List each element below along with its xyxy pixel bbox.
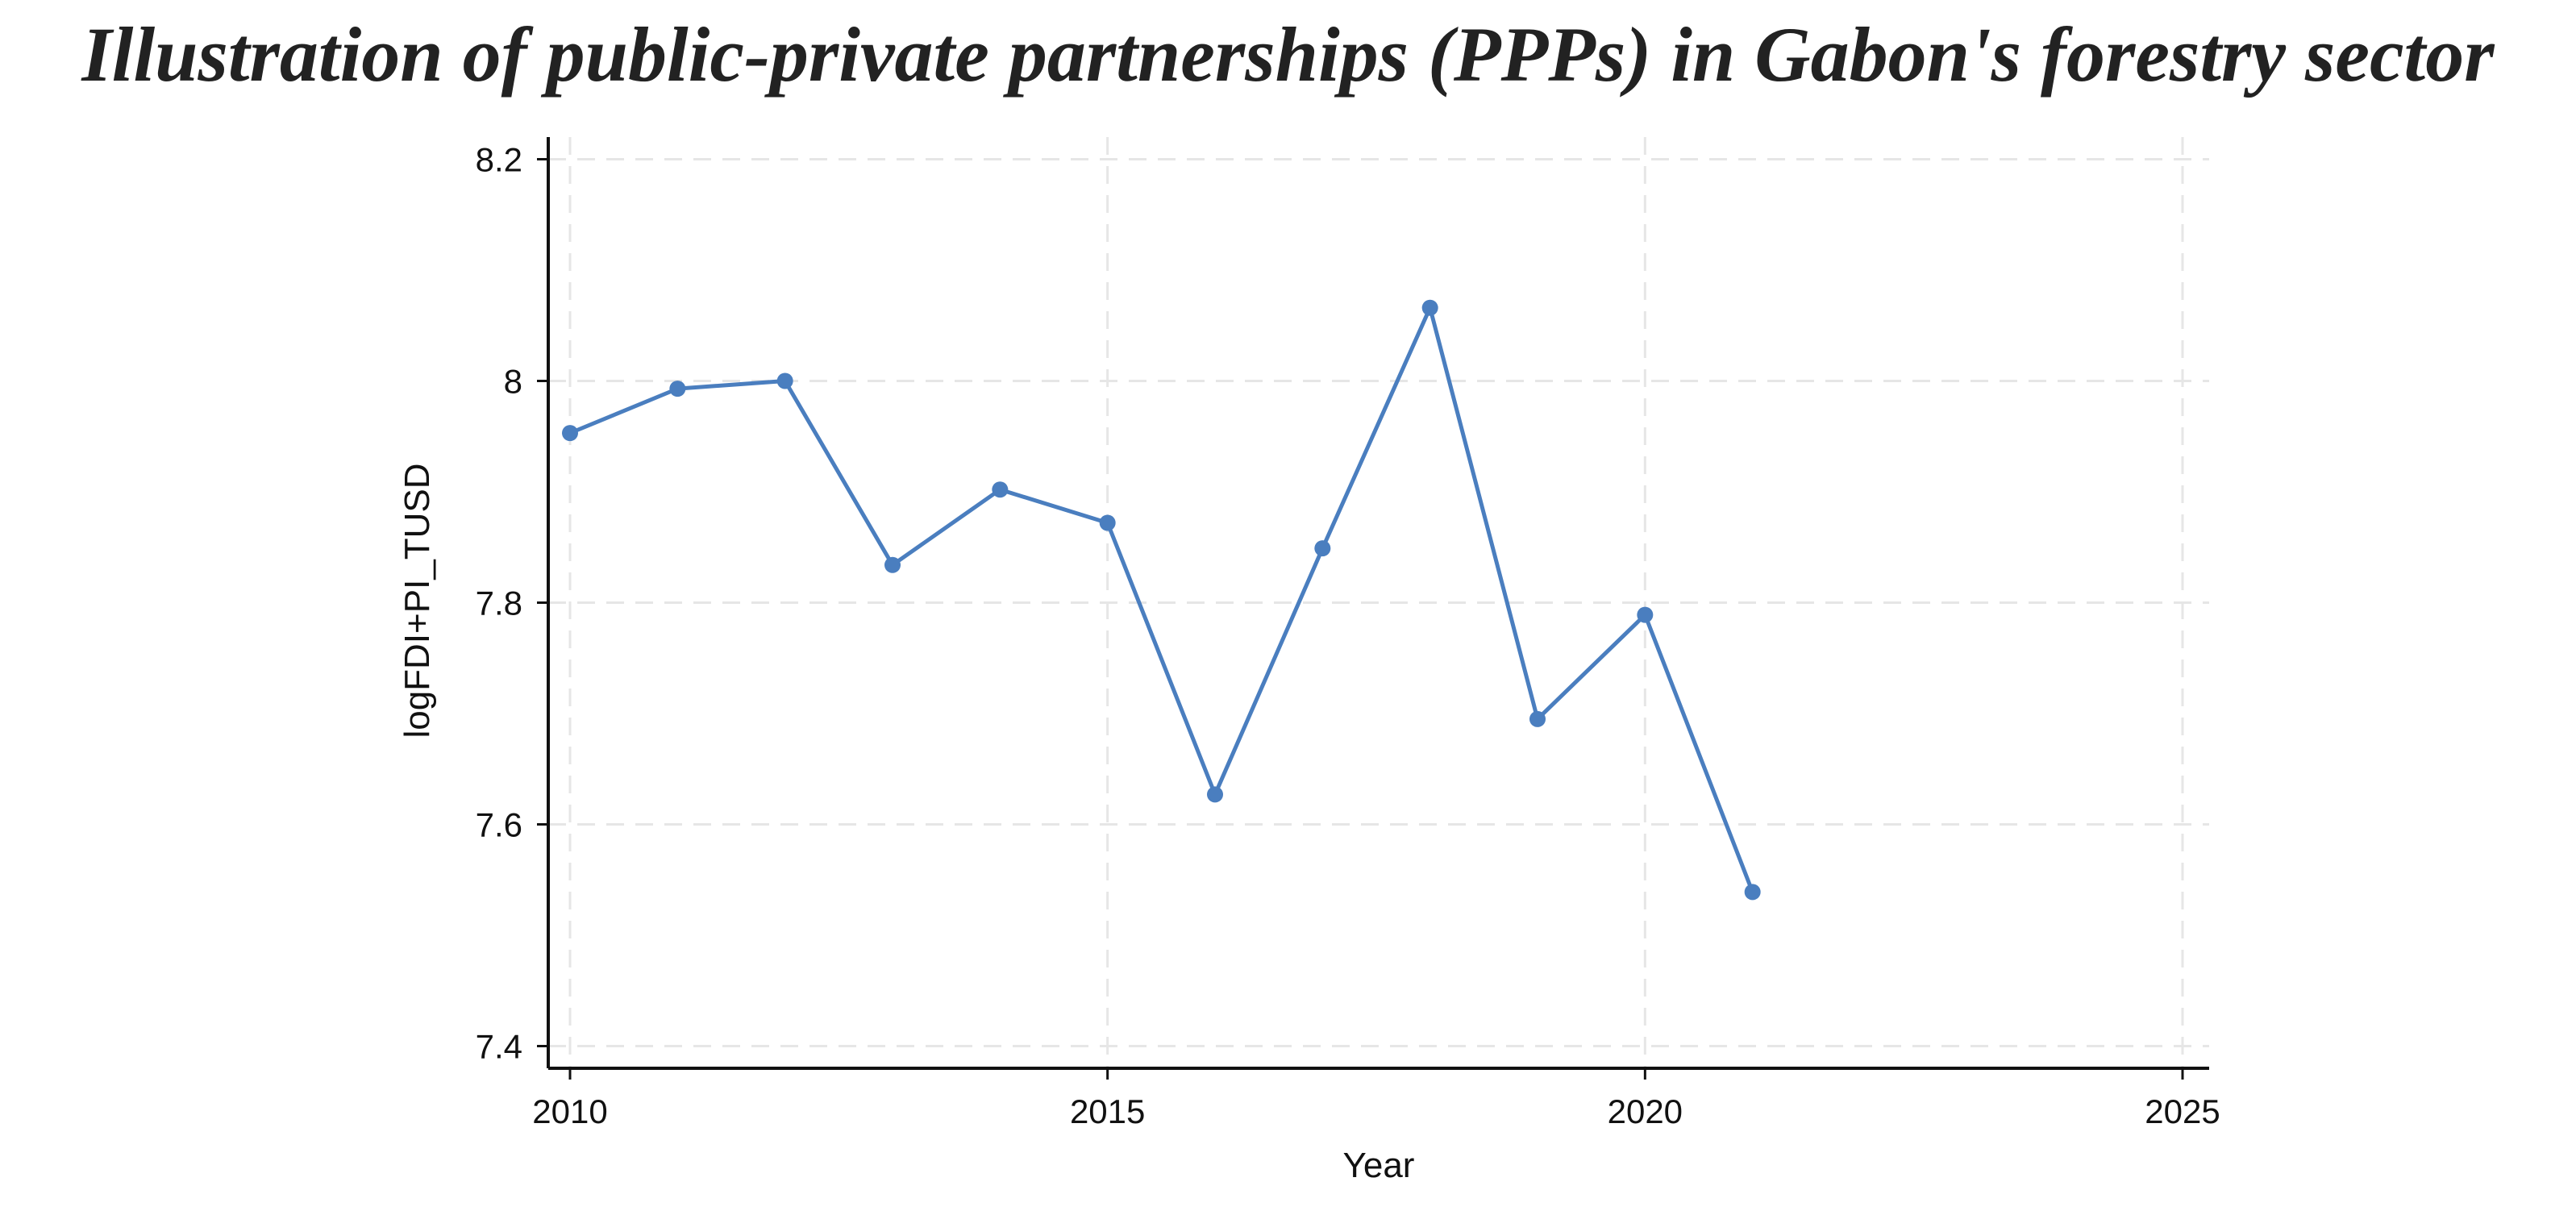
data-point <box>1314 540 1331 557</box>
data-point <box>1099 514 1116 531</box>
y-tick-label: 8 <box>504 363 522 401</box>
series-line-group <box>562 299 1761 901</box>
data-point <box>884 556 901 573</box>
data-point <box>992 481 1009 498</box>
y-tick-label: 7.8 <box>476 585 522 622</box>
data-point <box>1529 710 1546 727</box>
x-axis-title: Year <box>1343 1146 1415 1185</box>
data-point <box>562 425 578 442</box>
chart-title: Illustration of public-private partnersh… <box>81 11 2495 98</box>
data-point <box>1421 299 1438 316</box>
y-axis-title: logFDI+PI_TUSD <box>397 463 437 738</box>
data-point <box>1637 606 1654 623</box>
series-line <box>569 306 1754 893</box>
y-tick-label: 8.2 <box>476 141 522 179</box>
x-tick-label: 2025 <box>2145 1092 2220 1130</box>
y-tick-label: 7.4 <box>476 1028 522 1066</box>
x-tick-label: 2020 <box>1608 1092 1683 1130</box>
x-tick-label: 2010 <box>532 1092 607 1130</box>
x-tick-label: 2015 <box>1070 1092 1145 1130</box>
data-point <box>1207 786 1223 803</box>
grid-lines <box>548 137 2209 1068</box>
data-point <box>669 381 686 397</box>
data-point <box>776 372 793 389</box>
tick-labels: 7.4 7.6 7.8 8 8.2 2010 2015 2020 2025 <box>476 141 2220 1131</box>
y-tick-label: 7.6 <box>476 806 522 844</box>
data-point <box>1744 884 1761 901</box>
